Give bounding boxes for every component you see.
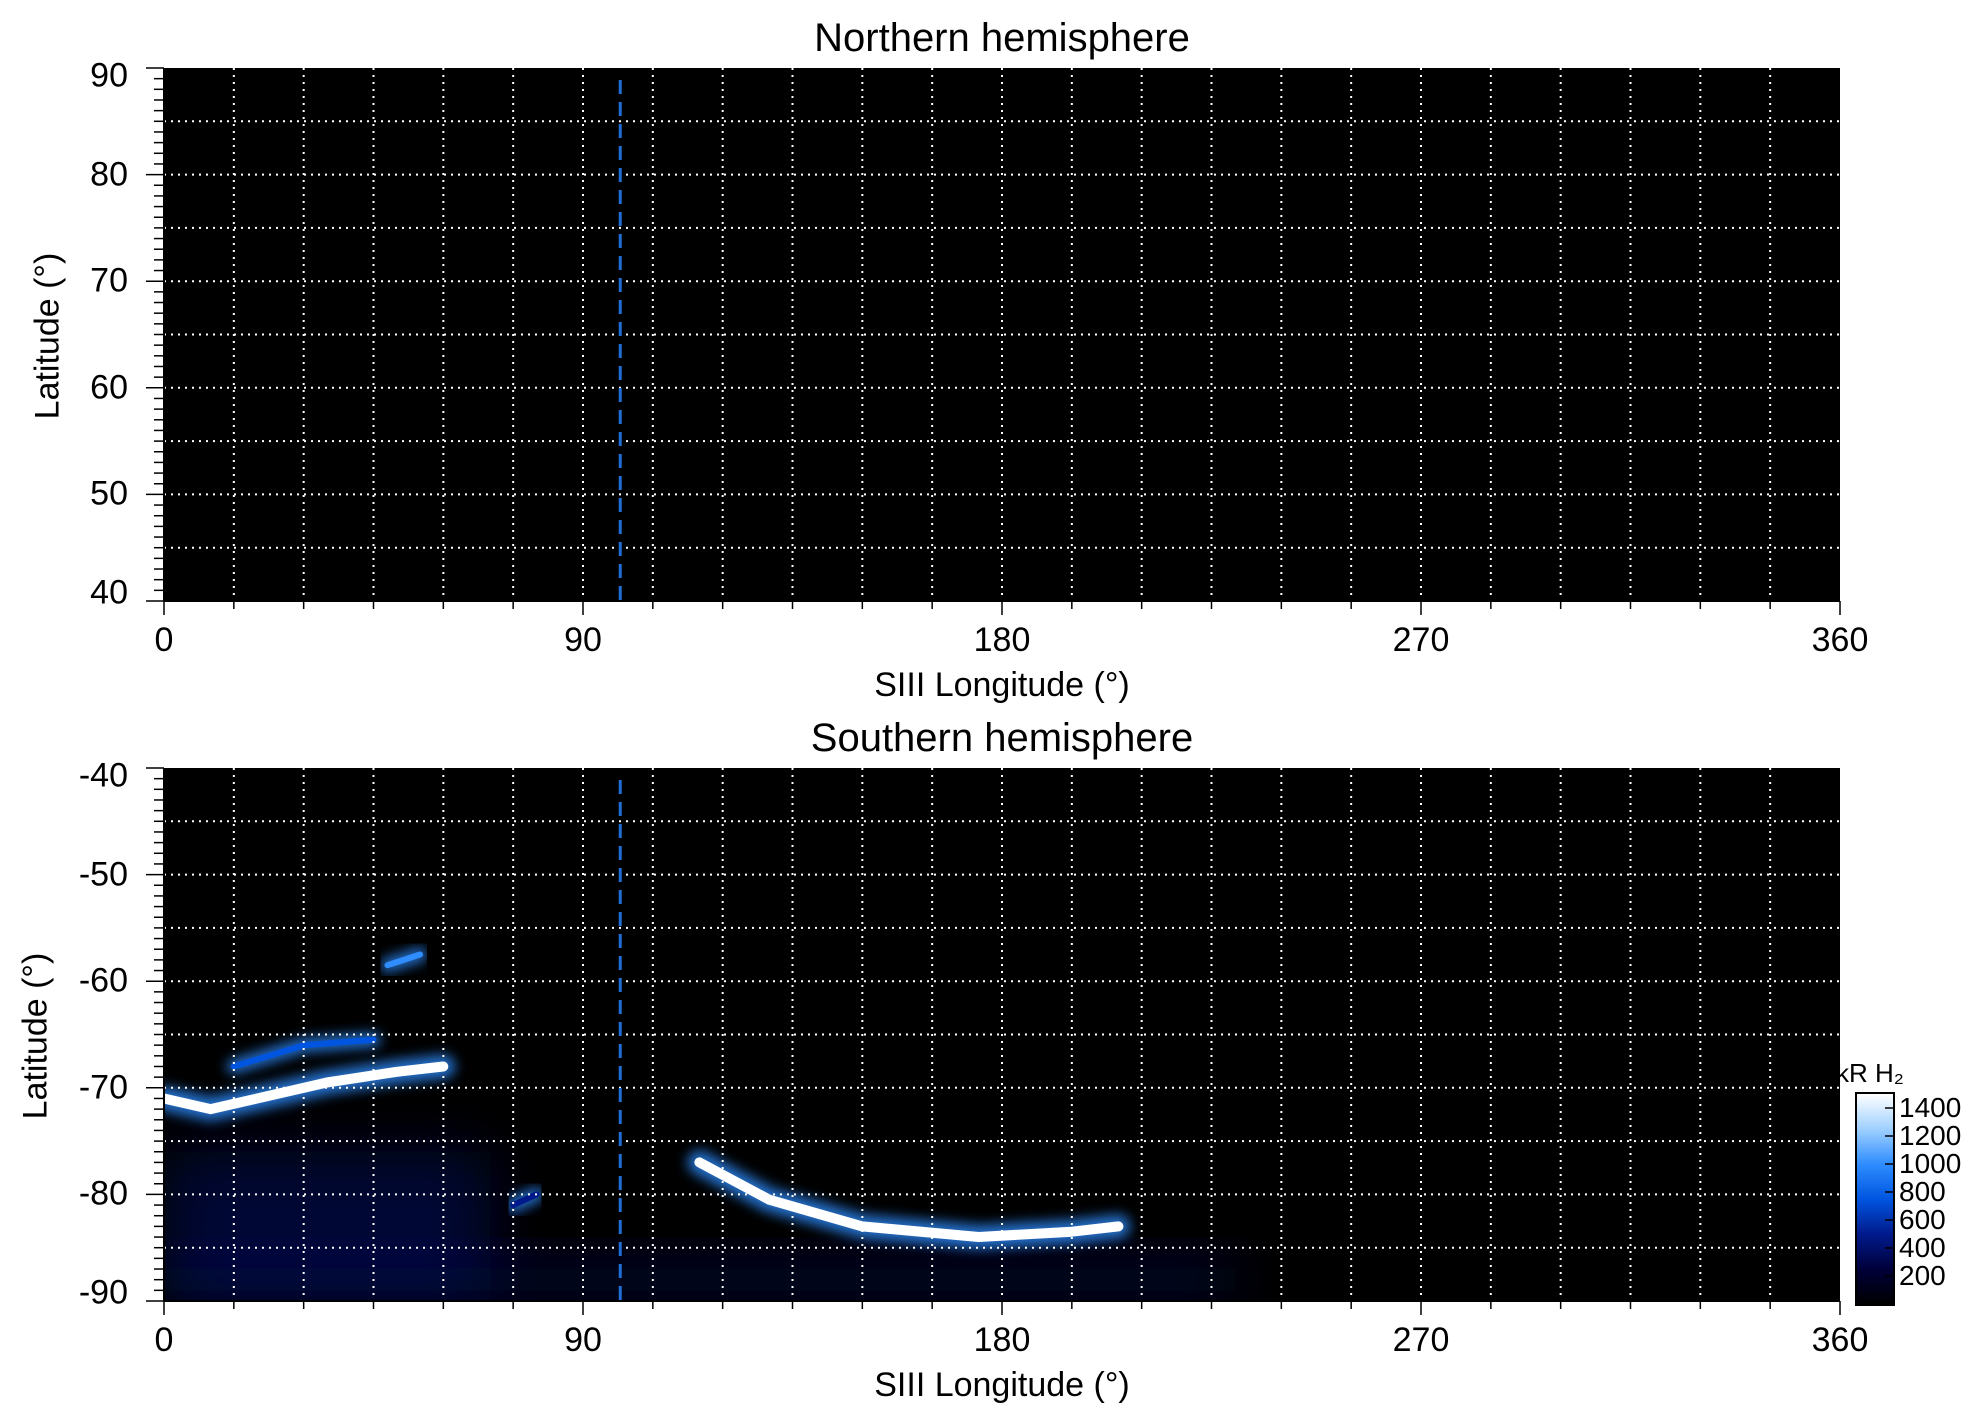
x-tick-label: 0 bbox=[154, 1321, 174, 1359]
x-tick-label: 360 bbox=[1811, 1321, 1869, 1359]
y-tick-label: -80 bbox=[78, 1174, 128, 1213]
y-tick-label: 70 bbox=[90, 261, 128, 300]
south-title: Southern hemisphere bbox=[810, 716, 1194, 760]
north-layer bbox=[146, 67, 1841, 615]
north-title: Northern hemisphere bbox=[814, 16, 1190, 60]
y-tick-label: -60 bbox=[78, 961, 128, 1000]
colorbar-title: kR H₂ bbox=[1836, 1058, 1904, 1088]
north-x-axis-label: SIII Longitude (°) bbox=[874, 666, 1130, 704]
x-tick-label: 180 bbox=[973, 1321, 1031, 1359]
colorbar bbox=[1855, 1092, 1895, 1306]
emission-core-0 bbox=[164, 1061, 449, 1115]
colorbar-tick-label: 1000 bbox=[1899, 1148, 1962, 1179]
colorbar-tick-label: 1200 bbox=[1899, 1120, 1962, 1151]
x-tick-label: 270 bbox=[1392, 1321, 1450, 1359]
y-tick-label: 60 bbox=[90, 368, 128, 407]
emission-core-2 bbox=[384, 951, 424, 969]
x-tick-label: 360 bbox=[1811, 621, 1869, 659]
colorbar-gradient bbox=[1857, 1094, 1893, 1304]
colorbar-tick-label: 1400 bbox=[1899, 1092, 1962, 1123]
emission-core-4 bbox=[694, 1157, 1124, 1242]
colorbar-tick-label: 400 bbox=[1899, 1232, 1946, 1263]
emission-core-1 bbox=[230, 1036, 377, 1070]
x-tick-label: 90 bbox=[564, 621, 602, 659]
x-tick-label: 180 bbox=[973, 621, 1031, 659]
y-tick-label: 90 bbox=[90, 56, 128, 95]
emission-core-3 bbox=[510, 1191, 540, 1209]
x-tick-label: 90 bbox=[564, 1321, 602, 1359]
x-tick-label: 270 bbox=[1392, 621, 1450, 659]
y-tick-label: -40 bbox=[78, 756, 128, 795]
colorbar-tick-label: 200 bbox=[1899, 1260, 1946, 1291]
south-polar-haze bbox=[164, 1258, 1235, 1301]
x-tick-label: 0 bbox=[154, 621, 174, 659]
y-tick-label: -90 bbox=[78, 1273, 128, 1312]
y-tick-label: 40 bbox=[90, 573, 128, 612]
y-tick-label: 80 bbox=[90, 155, 128, 194]
y-tick-label: -50 bbox=[78, 855, 128, 894]
south-layer bbox=[146, 767, 1841, 1315]
colorbar-tick-label: 800 bbox=[1899, 1176, 1946, 1207]
y-tick-label: -70 bbox=[78, 1068, 128, 1107]
south-emission-layer bbox=[164, 947, 1235, 1301]
south-x-axis-label: SIII Longitude (°) bbox=[874, 1366, 1130, 1404]
y-tick-label: 50 bbox=[90, 474, 128, 513]
colorbar-tick-label: 600 bbox=[1899, 1204, 1946, 1235]
